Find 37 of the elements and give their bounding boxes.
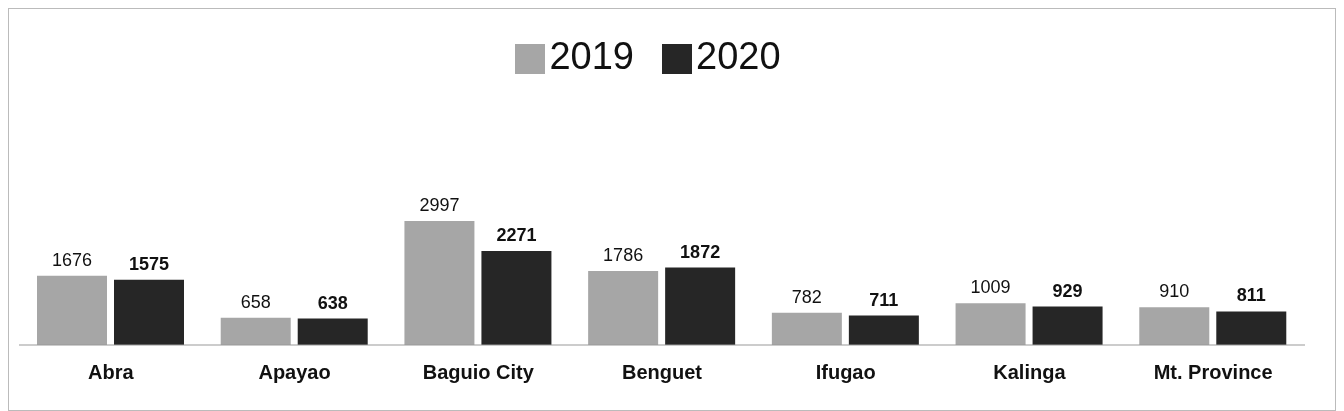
- bar: [848, 315, 919, 345]
- data-label: 658: [240, 291, 271, 312]
- data-label: 910: [1159, 281, 1190, 302]
- data-label: 2997: [419, 195, 460, 215]
- bar: [404, 221, 475, 345]
- bar: [771, 312, 842, 345]
- bar: [220, 317, 291, 345]
- bar: [114, 279, 184, 345]
- legend-label: 2019: [549, 35, 634, 77]
- x-tick-label: Kalinga: [993, 361, 1067, 384]
- bar: [481, 251, 552, 345]
- data-label: 1676: [51, 249, 93, 270]
- x-tick-label: Abra: [88, 361, 135, 384]
- data-label: 811: [1236, 285, 1266, 306]
- bar: [297, 318, 368, 345]
- data-label: 711: [869, 289, 899, 310]
- x-tick-label: Apayao: [258, 361, 331, 384]
- x-tick-label: Ifugao: [815, 361, 876, 384]
- x-tick-label: Benguet: [622, 361, 703, 384]
- legend-label: 2020: [696, 35, 781, 77]
- bar: [1216, 311, 1287, 345]
- bar: [588, 271, 659, 345]
- data-label: 1575: [128, 253, 170, 274]
- data-label: 782: [791, 286, 822, 307]
- bar: [1032, 306, 1103, 345]
- bar: [955, 303, 1026, 345]
- data-label: 2271: [496, 225, 537, 246]
- x-tick-label: Baguio City: [422, 361, 535, 384]
- data-label: 638: [317, 292, 348, 313]
- x-tick-label: Mt. Province: [1153, 361, 1273, 384]
- data-label: 1009: [970, 277, 1011, 298]
- bar: [1139, 307, 1210, 345]
- data-label: 929: [1052, 280, 1083, 301]
- bar: [665, 267, 736, 345]
- bar: [37, 275, 107, 345]
- data-label: 1786: [603, 245, 644, 266]
- data-label: 1872: [680, 241, 721, 262]
